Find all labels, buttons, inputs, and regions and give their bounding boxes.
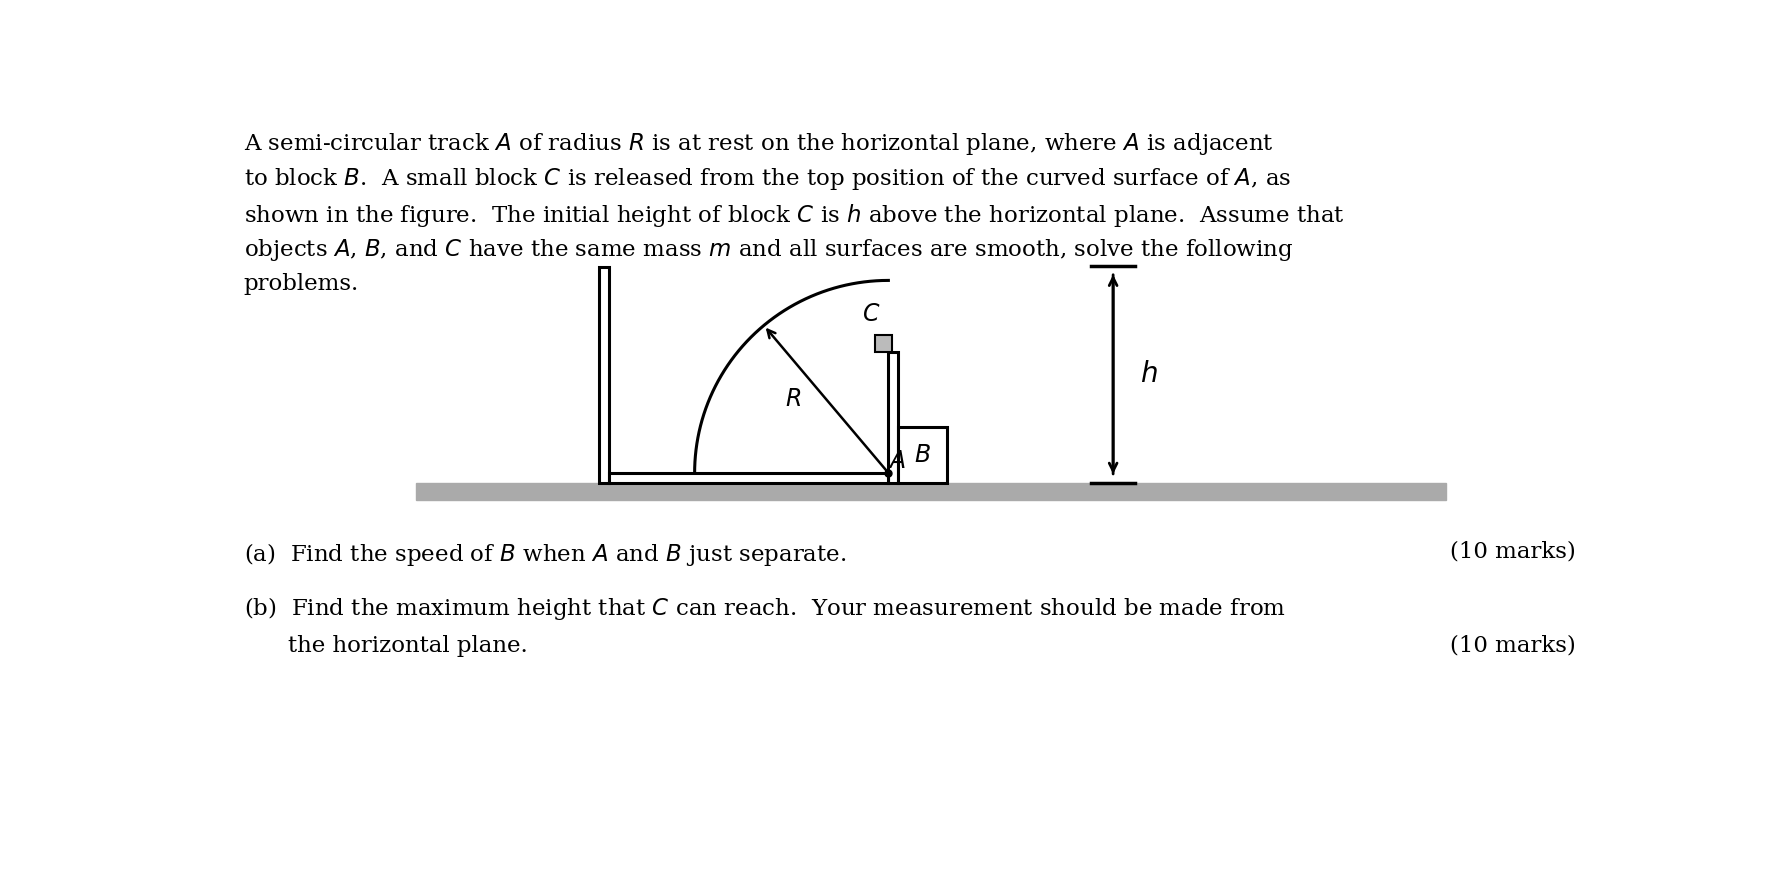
Text: $R$: $R$ xyxy=(786,388,802,411)
Bar xyxy=(898,428,946,483)
Text: the horizontal plane.: the horizontal plane. xyxy=(288,635,527,656)
Bar xyxy=(415,483,1447,500)
Text: $A$: $A$ xyxy=(889,450,907,473)
Text: A semi-circular track $A$ of radius $R$ is at rest on the horizontal plane, wher: A semi-circular track $A$ of radius $R$ … xyxy=(243,131,1273,157)
Text: objects $A$, $B$, and $C$ have the same mass $m$ and all surfaces are smooth, so: objects $A$, $B$, and $C$ have the same … xyxy=(243,238,1292,263)
Text: (10 marks): (10 marks) xyxy=(1450,540,1576,563)
Text: (a)  Find the speed of $B$ when $A$ and $B$ just separate.: (a) Find the speed of $B$ when $A$ and $… xyxy=(243,540,847,568)
Text: problems.: problems. xyxy=(243,272,359,295)
Text: $B$: $B$ xyxy=(914,444,930,467)
Text: to block $B$.  A small block $C$ is released from the top position of the curved: to block $B$. A small block $C$ is relea… xyxy=(243,166,1290,193)
Bar xyxy=(600,267,609,483)
Text: $h$: $h$ xyxy=(1140,361,1157,388)
Text: $C$: $C$ xyxy=(861,303,880,326)
Text: (10 marks): (10 marks) xyxy=(1450,635,1576,656)
Bar xyxy=(609,473,888,483)
Bar xyxy=(888,352,898,483)
Text: (b)  Find the maximum height that $C$ can reach.  Your measurement should be mad: (b) Find the maximum height that $C$ can… xyxy=(243,595,1285,622)
Bar xyxy=(875,335,891,352)
Text: shown in the figure.  The initial height of block $C$ is $h$ above the horizonta: shown in the figure. The initial height … xyxy=(243,202,1344,229)
